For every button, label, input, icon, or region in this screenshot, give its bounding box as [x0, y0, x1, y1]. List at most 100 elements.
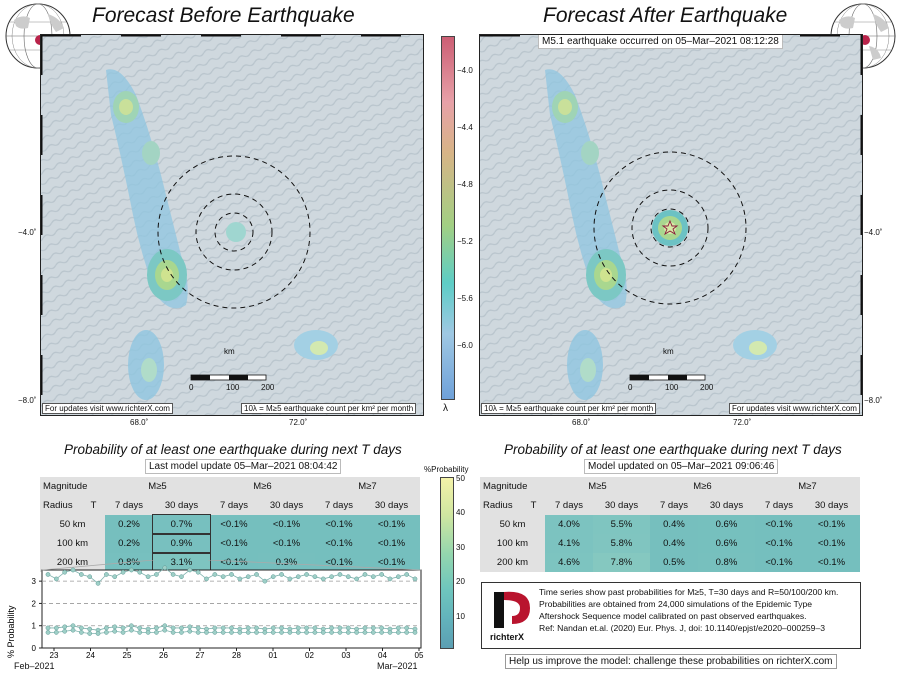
info-box: richterX Time series show past probabili… [481, 582, 861, 649]
chart-xtick: 25 [123, 651, 132, 660]
data-point [379, 572, 384, 577]
data-point [237, 630, 243, 635]
data-point [287, 630, 293, 635]
data-point [154, 630, 159, 635]
data-point [120, 625, 126, 631]
left-title: Forecast Before Earthquake [92, 4, 355, 27]
data-point [137, 625, 143, 631]
chart-xtick: 27 [196, 651, 205, 660]
table-cell: <0.1% [257, 534, 315, 553]
right-lat-tick2: −8.0˚ [864, 396, 883, 405]
chart-month-label: Feb–2021 [14, 661, 55, 671]
right-map-footer-right: For updates visit www.richterX.com [729, 403, 860, 414]
data-point [104, 572, 109, 577]
data-point [354, 630, 359, 635]
table-cell: 0.4% [649, 534, 698, 553]
hdr-period: 30 days [604, 500, 639, 511]
chart-frame [41, 569, 422, 649]
cbar-tick-6: −6.0 [457, 341, 473, 350]
data-point [362, 572, 368, 577]
data-point [179, 574, 184, 580]
prob-cbar-title: %Probability [424, 465, 469, 474]
chart-xtick: 05 [415, 651, 424, 660]
chart-xtick: 24 [86, 651, 95, 660]
hdr-m5: M≥5 [588, 481, 607, 492]
data-point [95, 631, 101, 636]
info-line: Aftershock Sequence model calibrated on … [539, 611, 807, 621]
data-point [329, 574, 334, 580]
chart-ytick: 2 [32, 599, 37, 608]
data-point [220, 630, 226, 635]
table-cell: 0.2% [105, 515, 153, 534]
hdr-m5: M≥5 [148, 481, 167, 492]
data-point [404, 625, 410, 631]
data-point [162, 627, 168, 633]
data-point [370, 574, 376, 580]
data-point [312, 574, 318, 580]
right-scale-tick-200: 200 [700, 383, 714, 392]
data-point [295, 625, 301, 631]
data-point [154, 572, 159, 577]
table-cell: <0.1% [362, 515, 420, 534]
data-point [179, 625, 184, 631]
prob-cbar-tick: 40 [456, 508, 465, 517]
data-point [87, 631, 93, 636]
left-lon-tick-72: 72.0˚ [289, 418, 308, 427]
right-scale-tick-100: 100 [665, 383, 679, 392]
data-point [53, 576, 59, 582]
hdr-period: 30 days [374, 500, 409, 511]
chart-xtick: 26 [159, 651, 168, 660]
data-point [129, 567, 134, 573]
left-map-footer-left: For updates visit www.richterX.com [42, 403, 173, 414]
data-point [412, 630, 418, 635]
data-point [304, 625, 309, 631]
hdr-period: 7 days [659, 500, 688, 511]
data-point [287, 576, 293, 582]
data-point [395, 630, 401, 635]
table-cell: 3.1% [151, 552, 211, 573]
left-prob-table: Magnitude M≥5 M≥6 M≥7 Radius T 7 days 30 … [40, 477, 420, 573]
table-cell: 0.7% [151, 514, 211, 535]
table-cell: 0.4% [649, 515, 698, 534]
data-point [254, 625, 259, 631]
hdr-period: 30 days [814, 500, 849, 511]
left-map[interactable]: km 0 100 200 For updates visit www.richt… [40, 34, 424, 416]
data-point [245, 574, 251, 580]
right-prob-table: Magnitude M≥5 M≥6 M≥7 Radius T 7 days 30 … [480, 477, 860, 572]
footer-link[interactable]: Help us improve the model: challenge the… [505, 654, 837, 669]
hdr-period: 7 days [114, 500, 143, 511]
table-cell: 5.8% [592, 534, 650, 553]
data-point [329, 625, 334, 631]
hdr-period: 7 days [764, 500, 793, 511]
data-point [329, 630, 334, 635]
data-point [320, 576, 326, 582]
data-point [145, 630, 151, 635]
radius-label: 100 km [480, 534, 545, 553]
cbar-tick-5: −5.6 [457, 294, 473, 303]
radius-label: 50 km [480, 515, 545, 534]
table-cell: <0.1% [314, 515, 363, 534]
table-cell: <0.1% [802, 534, 860, 553]
data-point [229, 625, 234, 631]
table-cell: 4.0% [545, 515, 593, 534]
data-point [304, 572, 309, 577]
chart-ytick: 1 [32, 622, 37, 631]
right-map[interactable]: M5.1 earthquake occurred on 05–Mar–2021 … [479, 34, 863, 416]
data-point [170, 630, 176, 635]
data-point [204, 630, 209, 635]
data-point [62, 628, 68, 634]
data-point [229, 572, 234, 577]
left-table-update: Last model update 05–Mar–2021 08:04:42 [145, 459, 342, 474]
data-point [362, 625, 368, 631]
data-point [229, 630, 234, 635]
data-point [404, 572, 410, 577]
radius-label: 50 km [40, 515, 105, 534]
chart-ytick: 0 [32, 644, 37, 653]
data-point [354, 576, 359, 582]
chart-xtick: 01 [269, 651, 278, 660]
data-point [79, 630, 84, 635]
left-map-footer-right: 10λ = M≥5 earthquake count per km² per m… [241, 403, 417, 414]
data-point [345, 574, 351, 580]
data-point [154, 625, 159, 631]
data-point [120, 630, 126, 635]
